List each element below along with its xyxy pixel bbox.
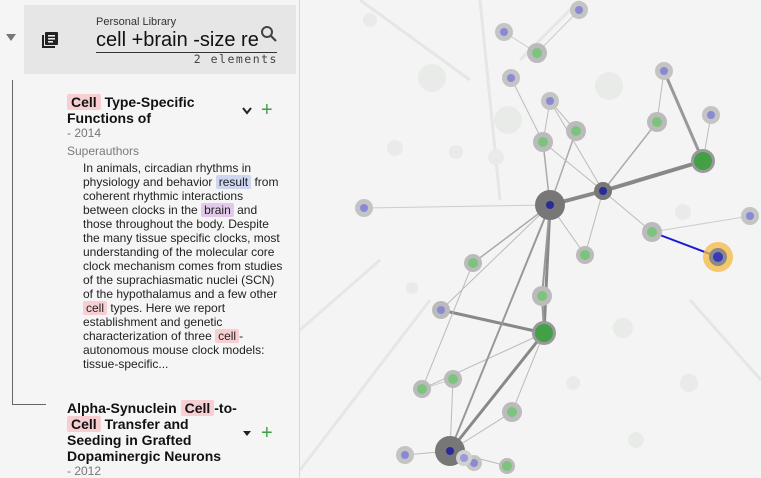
graph-edge — [536, 9, 580, 54]
paper-node[interactable] — [541, 92, 559, 110]
paper-node[interactable] — [642, 222, 662, 242]
paper-node[interactable] — [691, 149, 715, 173]
result-authors: Superauthors — [67, 144, 140, 158]
faded-node[interactable] — [387, 140, 403, 156]
abstract-text: In animals, circadian rhythms in physiol… — [83, 161, 252, 189]
paper-node[interactable] — [456, 450, 472, 466]
chevron-down-icon[interactable] — [242, 430, 252, 438]
graph-edge — [421, 332, 545, 390]
background-edge — [478, 0, 502, 201]
result-year: - 2014 — [67, 126, 102, 140]
paper-node[interactable] — [576, 246, 594, 264]
add-icon[interactable]: + — [261, 422, 273, 444]
graph-edge — [549, 100, 604, 192]
library-label: Personal Library — [96, 16, 177, 28]
highlight-cell: Cell — [67, 416, 101, 432]
paper-node[interactable] — [532, 321, 556, 345]
graph-edge — [511, 332, 545, 413]
graph-edge — [662, 70, 705, 162]
paper-node[interactable] — [495, 23, 513, 41]
paper-node[interactable] — [532, 286, 552, 306]
graph-edge — [449, 204, 551, 452]
highlight-cell: cell — [83, 301, 108, 315]
faded-node[interactable] — [675, 204, 691, 220]
paper-node[interactable] — [655, 62, 673, 80]
paper-node[interactable] — [396, 446, 414, 464]
search-box: Personal Library 2 elements — [24, 5, 296, 74]
paper-node[interactable] — [502, 402, 522, 422]
paper-node[interactable] — [566, 121, 586, 141]
background-edge — [298, 299, 432, 471]
graph-edge — [541, 204, 551, 297]
selected-paper-node[interactable] — [703, 242, 733, 272]
paper-node[interactable] — [444, 370, 462, 388]
paper-node[interactable] — [499, 458, 515, 474]
paper-node[interactable] — [702, 106, 720, 124]
background-edge — [359, 0, 471, 82]
highlight-brain: brain — [201, 203, 234, 217]
graph-edge — [542, 141, 604, 192]
paper-node[interactable] — [413, 380, 431, 398]
library-icon[interactable] — [41, 31, 59, 49]
collapse-triangle-icon[interactable] — [6, 34, 16, 41]
abstract-text: and those throughout the body. Despite t… — [83, 203, 283, 301]
faded-node[interactable] — [488, 149, 504, 165]
graph-edge — [440, 204, 551, 311]
result-abstract: In animals, circadian rhythms in physiol… — [83, 161, 283, 383]
author-hub-node[interactable] — [535, 190, 565, 220]
paper-node[interactable] — [432, 301, 450, 319]
paper-node[interactable] — [502, 69, 520, 87]
graph-edge — [602, 121, 658, 192]
faded-node[interactable] — [494, 106, 522, 134]
graph-edge — [510, 77, 544, 143]
search-panel: Personal Library 2 elements Cell Type-Sp… — [0, 0, 300, 478]
faded-node[interactable] — [566, 376, 580, 390]
background-edge — [688, 299, 761, 381]
tree-branch — [12, 404, 46, 405]
abstract-text: from coherent rhythmic interactions betw… — [83, 175, 279, 217]
abstract-text: -autonomous mouse clock models: tissue-s… — [83, 329, 265, 371]
paper-node[interactable] — [464, 254, 482, 272]
result-title[interactable]: Cell Type-Specific Functions of — [67, 94, 195, 126]
paper-node[interactable] — [741, 207, 759, 225]
graph-edge — [602, 159, 704, 193]
paper-node[interactable] — [533, 132, 553, 152]
graph-edge — [651, 215, 751, 233]
add-icon[interactable]: + — [261, 99, 273, 121]
faded-node[interactable] — [680, 374, 698, 392]
graph-edge — [440, 308, 545, 335]
search-icon[interactable] — [260, 25, 278, 43]
faded-node[interactable] — [613, 318, 633, 338]
graph-edge — [363, 204, 551, 209]
result-year: - 2012 — [67, 464, 102, 478]
highlight-cell: Cell — [67, 94, 101, 110]
result-count: 2 elements — [193, 52, 278, 66]
highlight-cell: cell — [215, 329, 240, 343]
paper-node[interactable] — [355, 199, 373, 217]
graph-edge — [421, 262, 474, 390]
search-input[interactable] — [96, 28, 277, 53]
highlight-result: result — [215, 175, 252, 189]
paper-node[interactable] — [647, 112, 667, 132]
result-title[interactable]: Alpha-Synuclein Cell -to- Cell Transfer a… — [67, 400, 237, 464]
highlight-cell: Cell — [180, 400, 215, 416]
faded-node[interactable] — [363, 13, 377, 27]
graph-edge — [584, 190, 604, 256]
graph-edge — [472, 204, 551, 264]
graph-edge — [448, 332, 546, 452]
faded-node[interactable] — [595, 72, 623, 100]
background-edge — [299, 258, 381, 332]
chevron-down-icon[interactable] — [242, 107, 252, 115]
faded-node[interactable] — [406, 282, 418, 294]
author-hub-node[interactable] — [594, 182, 612, 200]
faded-node[interactable] — [449, 145, 463, 159]
graph-edge — [602, 190, 653, 233]
faded-node[interactable] — [418, 64, 446, 92]
faded-node[interactable] — [628, 432, 644, 448]
abstract-text: types. Here we report establishment and … — [83, 301, 226, 343]
tree-line — [12, 80, 13, 404]
paper-node[interactable] — [570, 1, 588, 19]
paper-node[interactable] — [527, 43, 547, 63]
